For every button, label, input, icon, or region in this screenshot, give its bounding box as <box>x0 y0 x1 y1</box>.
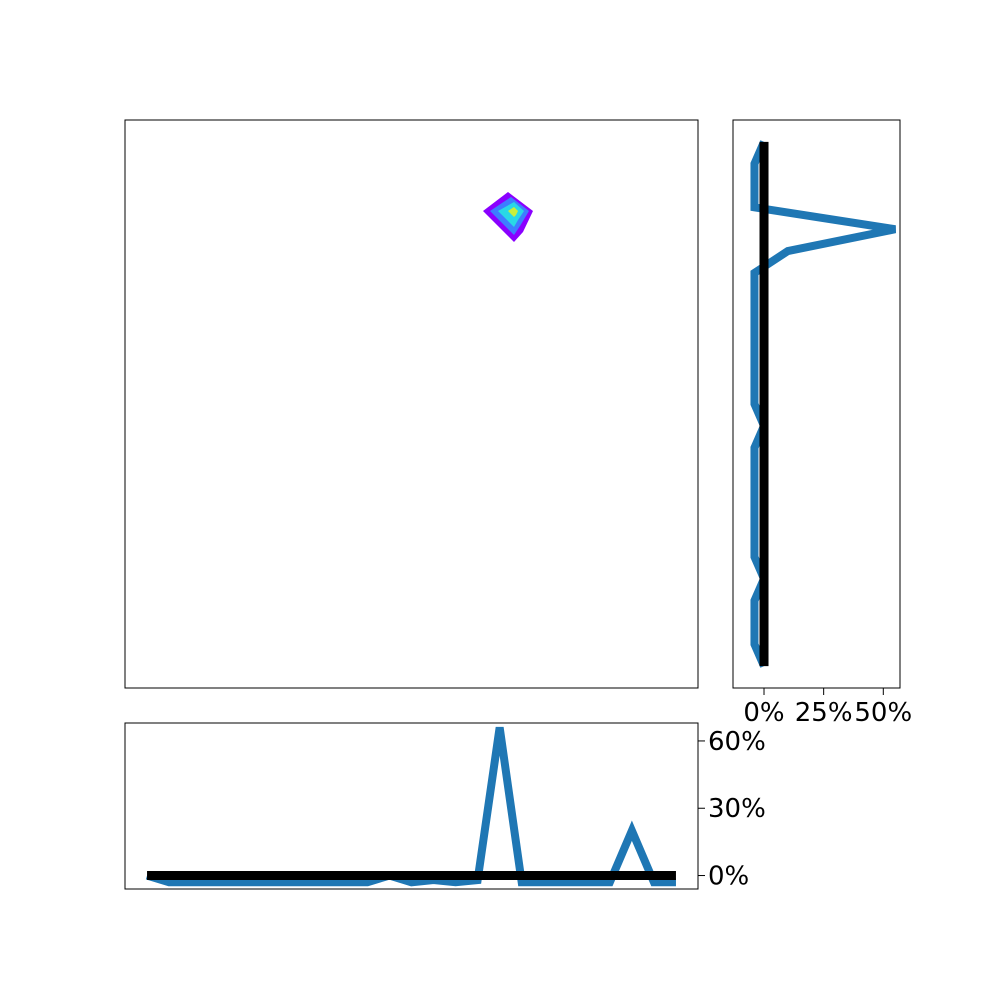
bottom-panel: 0% 30% 60% <box>124 722 766 892</box>
bottom-y-ticks: 0% 30% 60% <box>698 727 766 892</box>
bottom-series-group <box>145 726 676 887</box>
right-x-tick-label: 25% <box>795 698 853 728</box>
contour-group <box>483 192 533 242</box>
bottom-frame <box>124 722 699 890</box>
bottom-y-tick-label: 0% <box>708 862 749 892</box>
main-panel <box>124 119 699 689</box>
right-series-group <box>750 140 897 668</box>
right-frame <box>732 119 901 689</box>
contour-level-4 <box>508 207 518 217</box>
main-plot-area <box>125 120 698 688</box>
bottom-y-tick-label: 30% <box>708 794 766 824</box>
main-frame <box>124 119 699 689</box>
right-x-tick-label: 0% <box>743 698 784 728</box>
right-panel: 0% 25% 50% <box>732 119 912 728</box>
right-x-tick-label: 50% <box>854 698 912 728</box>
right-x-ticks: 0% 25% 50% <box>743 688 912 728</box>
bottom-plot-area <box>125 723 698 889</box>
contour-level-3 <box>498 202 524 227</box>
bottom-series-line <box>145 726 676 887</box>
bottom-y-tick-label: 60% <box>708 727 766 757</box>
